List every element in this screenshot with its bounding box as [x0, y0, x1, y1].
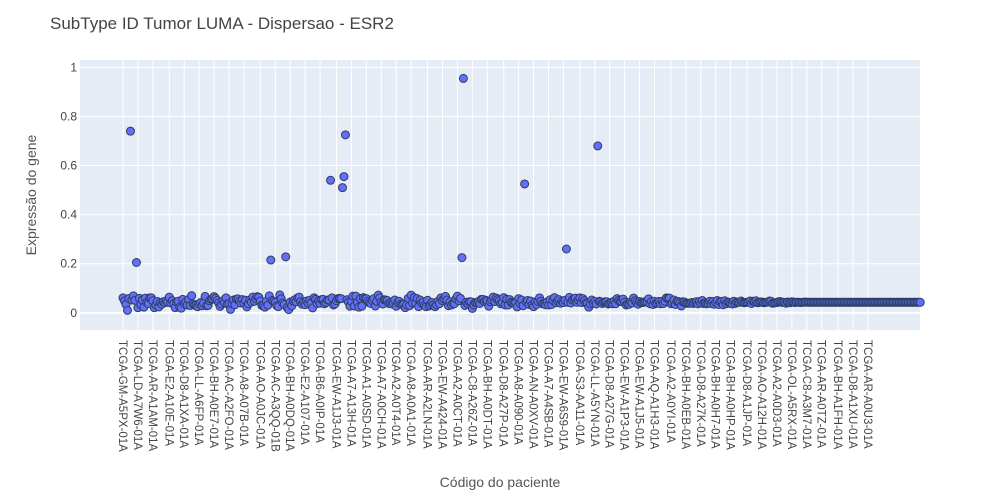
chart-title: SubType ID Tumor LUMA - Dispersao - ESR2: [50, 14, 394, 33]
data-points: [118, 73, 925, 315]
data-point[interactable]: [281, 252, 291, 262]
x-tick-label: TCGA-A7-A4SB-01A: [542, 340, 554, 448]
data-point[interactable]: [337, 183, 347, 193]
x-tick-label: TCGA-BH-A0E7-01A: [207, 340, 219, 448]
x-tick-label: TCGA-EW-A6S9-01A: [556, 340, 568, 451]
x-tick-label: TCGA-BH-A0HP-01A: [724, 340, 736, 450]
x-tick-label: TCGA-A2-A0T4-01A: [389, 340, 401, 446]
data-point[interactable]: [593, 141, 603, 151]
data-point[interactable]: [326, 175, 336, 185]
x-tick-label: TCGA-AN-A0XV-01A: [527, 340, 539, 449]
x-tick-label: TCGA-A8-A090-01A: [512, 340, 524, 445]
x-tick-label: TCGA-S3-AA11-01A: [573, 340, 585, 446]
x-tick-label: TCGA-OL-A5RX-01A: [785, 340, 797, 450]
data-point[interactable]: [457, 253, 467, 263]
gridlines: [80, 60, 920, 330]
x-tick-label: TCGA-LD-A7W6-01A: [131, 340, 143, 450]
data-point[interactable]: [915, 297, 925, 307]
data-point[interactable]: [122, 305, 132, 315]
y-tick-label: 0.2: [60, 257, 77, 271]
x-tick-label: TCGA-A2-A0CT-01A: [450, 340, 462, 447]
plot-area: [80, 60, 920, 330]
x-tick-label: TCGA-D8-A1XU-01A: [846, 340, 858, 449]
x-tick-label: TCGA-E2-A10E-01A: [162, 340, 174, 446]
data-point[interactable]: [339, 172, 349, 182]
x-tick-label: TCGA-LL-A5YN-01A: [588, 340, 600, 447]
x-tick-label: TCGA-LL-A6FP-01A: [192, 340, 204, 446]
x-tick-label: TCGA-AR-A0TZ-01A: [815, 340, 827, 448]
x-tick-label: TCGA-B6-A0IP-01A: [313, 340, 325, 443]
x-tick-label: TCGA-AQ-A1H3-01A: [648, 340, 660, 450]
x-tick-label: TCGA-EW-A1J3-01A: [329, 340, 341, 449]
y-axis-title: Expressão do gene: [23, 134, 39, 255]
x-tick-label: TCGA-D8-A27P-01A: [497, 340, 509, 447]
x-tick-label: TCGA-A2-A0D3-01A: [770, 340, 782, 447]
x-tick-label: TCGA-D8-A27K-01A: [694, 340, 706, 447]
x-tick-label: TCGA-AC-A2FO-01A: [222, 340, 234, 450]
x-tick-label: TCGA-D8-A1JP-01A: [740, 340, 752, 446]
x-tick-label: TCGA-AR-A0U3-01A: [861, 340, 873, 449]
x-tick-label: TCGA-AO-A0JC-01A: [253, 340, 265, 449]
x-tick-label: TCGA-C8-A26Z-01A: [465, 340, 477, 446]
x-tick-label: TCGA-C8-A3M7-01A: [800, 340, 812, 449]
data-point[interactable]: [458, 73, 468, 83]
x-tick-label: TCGA-E2-A107-01A: [298, 340, 310, 445]
x-tick-label: TCGA-A1-A0SD-01A: [359, 340, 371, 448]
x-tick-label: TCGA-AR-A2LN-01A: [421, 340, 433, 449]
x-tick-label: TCGA-A7-A13H-01A: [344, 340, 356, 447]
y-axis-ticks: 0 0.2 0.4 0.6 0.8 1: [60, 60, 77, 319]
data-point[interactable]: [187, 291, 197, 301]
data-point[interactable]: [520, 179, 530, 189]
x-tick-label: TCGA-AO-A12H-01A: [755, 340, 767, 450]
data-point[interactable]: [357, 301, 367, 311]
x-tick-label: TCGA-AR-A1AM-01A: [146, 340, 158, 452]
data-point[interactable]: [266, 255, 276, 265]
x-tick-label: TCGA-D8-A1XA-01A: [177, 340, 189, 448]
x-tick-label: TCGA-BH-A1FH-01A: [831, 340, 843, 450]
y-tick-label: 0.6: [60, 159, 77, 173]
x-tick-label: TCGA-BH-A0H7-01A: [709, 340, 721, 449]
data-point[interactable]: [131, 258, 141, 267]
x-tick-label: TCGA-A8-A0A1-01A: [404, 340, 416, 446]
x-tick-label: TCGA-EW-A424-01A: [435, 340, 447, 449]
x-tick-label: TCGA-EW-A1J5-01A: [633, 340, 645, 449]
data-point[interactable]: [340, 130, 350, 140]
data-point[interactable]: [125, 126, 135, 136]
x-tick-label: TCGA-BH-A0DQ-01A: [283, 340, 295, 452]
y-tick-label: 0.8: [60, 109, 77, 123]
x-tick-label: TCGA-BH-A0DT-01A: [480, 340, 492, 449]
x-tick-label: TCGA-EW-A1P3-01A: [618, 340, 630, 451]
data-point[interactable]: [561, 244, 571, 254]
x-axis-title: Código do paciente: [440, 474, 561, 490]
x-axis-ticks: TCGA-GM-A5PX-01A TCGA-LD-A7W6-01A TCGA-AR-…: [116, 340, 873, 452]
y-tick-label: 0: [70, 306, 77, 320]
x-tick-label: TCGA-D8-A27G-01A: [603, 340, 615, 448]
x-tick-label: TCGA-A7-A0CH-01A: [374, 340, 386, 449]
x-tick-label: TCGA-A8-A07B-01A: [237, 340, 249, 446]
x-tick-label: TCGA-AC-A3QQ-01B: [268, 340, 280, 452]
x-tick-label: TCGA-A2-A0YI-01A: [664, 340, 676, 443]
x-tick-label: TCGA-GM-A5PX-01A: [116, 340, 128, 452]
y-tick-label: 0.4: [60, 208, 77, 222]
y-tick-label: 1: [70, 60, 77, 74]
x-tick-label: TCGA-BH-A0EB-01A: [679, 340, 691, 450]
